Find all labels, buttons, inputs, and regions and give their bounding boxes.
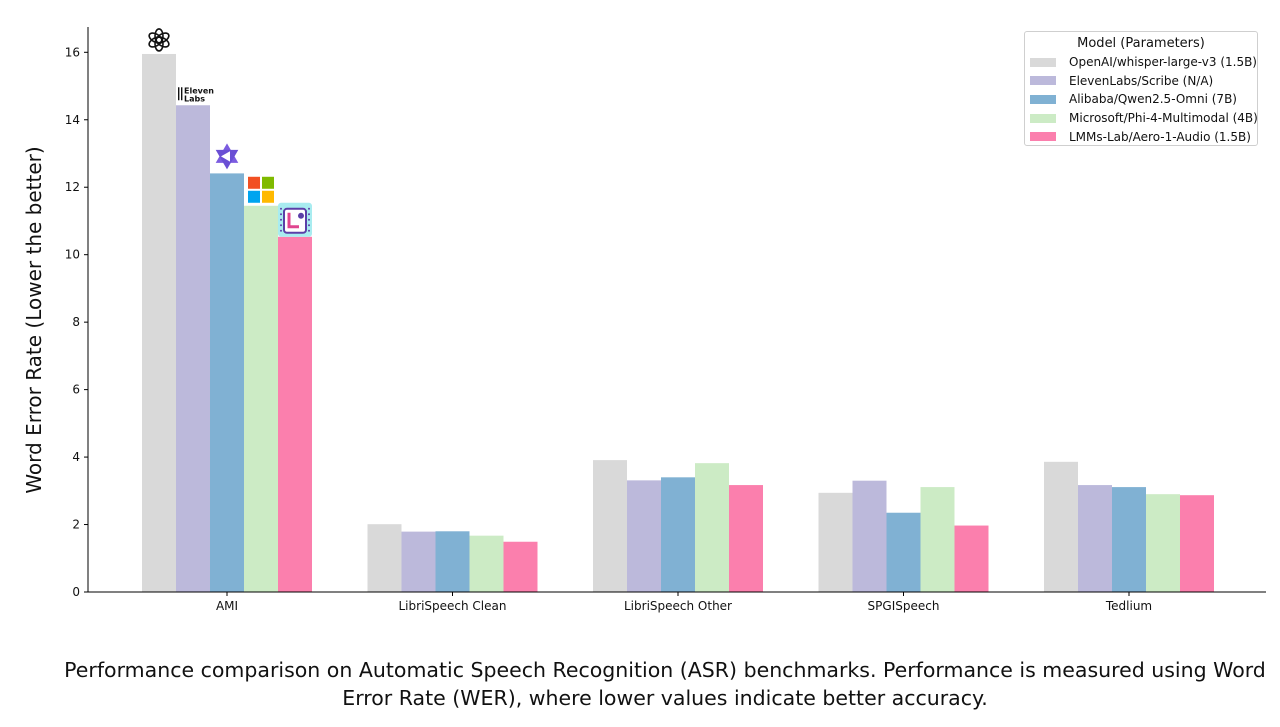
bar-4-3 xyxy=(1146,494,1180,592)
elevenlabs-logo-text-2: Labs xyxy=(184,94,205,103)
legend-item-3: Microsoft/Phi-4-Multimodal (4B) xyxy=(1025,109,1258,128)
legend-label: Microsoft/Phi-4-Multimodal (4B) xyxy=(1069,111,1258,126)
y-tick-label: 14 xyxy=(65,113,80,127)
y-tick-label: 16 xyxy=(65,45,80,59)
axes-layer: AMI LibriSpeech Clean LibriSpeech Other SPG… xyxy=(65,27,1266,613)
x-tick-label: SPGISpeech xyxy=(868,599,940,613)
bar-0-3 xyxy=(244,205,278,592)
x-tick-label: LibriSpeech Clean xyxy=(399,599,507,613)
elevenlabs-logo-text-1: Eleven xyxy=(184,86,214,95)
legend-swatch xyxy=(1030,57,1056,67)
bar-2-3 xyxy=(695,463,729,592)
bar-4-1 xyxy=(1078,485,1112,592)
y-tick-label: 0 xyxy=(72,585,80,599)
legend-label: ElevenLabs/Scribe (N/A) xyxy=(1069,73,1214,88)
bar-4-2 xyxy=(1112,487,1146,592)
legend: Model (Parameters) OpenAI/whisper-large-… xyxy=(1024,31,1258,146)
y-tick-label: 6 xyxy=(72,383,80,397)
bar-3-1 xyxy=(852,480,887,592)
legend-swatch xyxy=(1030,94,1056,104)
y-tick-label: 10 xyxy=(65,248,80,262)
legend-item-2: Alibaba/Qwen2.5-Omni (7B) xyxy=(1025,90,1257,109)
bar-2-0 xyxy=(593,460,627,592)
openai-logo-icon xyxy=(148,28,170,52)
legend-items: OpenAI/whisper-large-v3 (1.5B) ElevenLabs… xyxy=(1025,53,1258,146)
microsoft-logo-icon xyxy=(248,176,274,203)
figure-caption: Performance comparison on Automatic Spee… xyxy=(64,658,1266,710)
bar-2-1 xyxy=(627,480,661,592)
y-tick-label: 4 xyxy=(72,450,80,464)
legend-swatch xyxy=(1030,132,1056,142)
legend-title: Model (Parameters) xyxy=(1077,36,1205,51)
bar-1-2 xyxy=(435,531,470,592)
bar-0-2 xyxy=(210,173,244,592)
aero-logo-icon xyxy=(278,202,312,237)
bar-1-4 xyxy=(503,541,538,592)
bar-1-0 xyxy=(367,524,402,592)
bar-2-2 xyxy=(661,477,695,592)
legend-swatch xyxy=(1030,76,1056,86)
legend-label: OpenAI/whisper-large-v3 (1.5B) xyxy=(1069,55,1257,70)
x-tick-label: AMI xyxy=(216,599,238,613)
legend-item-0: OpenAI/whisper-large-v3 (1.5B) xyxy=(1025,53,1257,72)
bars-layer xyxy=(142,53,1214,593)
legend-swatch xyxy=(1030,113,1056,123)
bar-0-1 xyxy=(176,105,210,592)
bar-0-0 xyxy=(142,53,176,593)
y-tick-label: 8 xyxy=(72,315,80,329)
qwen-logo-icon xyxy=(215,143,239,170)
asr-wer-bar-chart: ElevenLabs AMI LibriSpeech Clean LibriSpee… xyxy=(22,27,1266,613)
bar-3-0 xyxy=(818,492,853,592)
bar-2-4 xyxy=(729,485,763,592)
legend-label: Alibaba/Qwen2.5-Omni (7B) xyxy=(1069,92,1237,107)
bar-4-4 xyxy=(1180,495,1214,592)
elevenlabs-logo-icon: ElevenLabs xyxy=(178,86,214,103)
bar-1-3 xyxy=(469,535,504,592)
bar-3-2 xyxy=(886,512,921,592)
x-tick-label: LibriSpeech Other xyxy=(624,599,732,613)
y-axis-label: Word Error Rate (Lower the better) xyxy=(22,146,46,493)
y-tick-label: 2 xyxy=(72,518,80,532)
bar-4-0 xyxy=(1044,461,1078,592)
x-tick-label: Tedlium xyxy=(1105,599,1152,613)
legend-item-4: LMMs-Lab/Aero-1-Audio (1.5B) xyxy=(1025,127,1257,146)
bar-1-1 xyxy=(401,531,436,592)
logos-layer: ElevenLabs xyxy=(148,28,312,237)
bar-0-4 xyxy=(278,236,312,592)
bar-3-3 xyxy=(920,487,955,592)
legend-item-1: ElevenLabs/Scribe (N/A) xyxy=(1025,72,1257,91)
legend-label: LMMs-Lab/Aero-1-Audio (1.5B) xyxy=(1069,129,1251,144)
y-tick-label: 12 xyxy=(65,180,80,194)
bar-3-4 xyxy=(954,525,989,592)
